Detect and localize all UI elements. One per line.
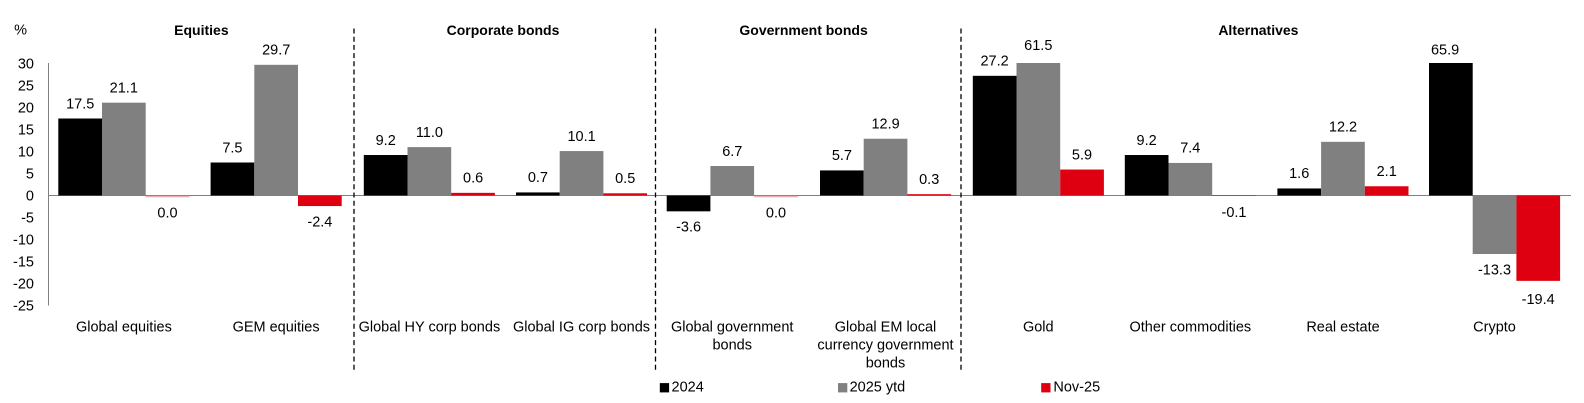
svg-text:Nov-25: Nov-25 [1053,380,1100,396]
svg-text:5: 5 [26,167,34,183]
svg-text:12.9: 12.9 [871,117,899,133]
svg-text:Other commodities: Other commodities [1129,320,1251,336]
svg-text:Corporate bonds: Corporate bonds [447,22,560,38]
svg-text:0.5: 0.5 [615,171,635,187]
svg-text:6.7: 6.7 [722,144,742,160]
svg-text:GEM equities: GEM equities [233,320,320,336]
svg-text:currency government: currency government [817,338,953,354]
svg-text:Global HY corp bonds: Global HY corp bonds [359,320,501,336]
svg-text:10.1: 10.1 [567,129,595,145]
svg-text:Real estate: Real estate [1306,320,1379,336]
svg-text:21.1: 21.1 [110,80,138,96]
svg-text:10: 10 [18,145,34,161]
svg-text:Gold: Gold [1023,320,1054,336]
svg-text:30: 30 [18,57,34,73]
svg-text:Equities: Equities [174,22,229,38]
svg-text:-0.1: -0.1 [1222,205,1247,221]
svg-text:9.2: 9.2 [1137,133,1157,149]
svg-text:-3.6: -3.6 [676,220,701,236]
svg-text:Global IG corp bonds: Global IG corp bonds [513,320,650,336]
svg-text:29.7: 29.7 [262,43,290,59]
svg-text:2.1: 2.1 [1377,164,1397,180]
svg-text:-2.4: -2.4 [307,214,332,230]
svg-text:2024: 2024 [672,380,704,396]
svg-text:0: 0 [26,189,34,205]
svg-text:27.2: 27.2 [980,54,1008,70]
svg-text:Alternatives: Alternatives [1218,22,1298,38]
svg-text:Government bonds: Government bonds [739,22,868,38]
svg-text:65.9: 65.9 [1431,42,1459,58]
svg-text:-5: -5 [21,211,34,227]
svg-text:bonds: bonds [712,338,752,354]
svg-text:20: 20 [18,101,34,117]
svg-text:0.0: 0.0 [157,206,177,222]
svg-text:Global EM local: Global EM local [835,320,937,336]
svg-text:12.2: 12.2 [1329,120,1357,136]
svg-text:0.6: 0.6 [463,171,483,187]
svg-text:bonds: bonds [866,355,906,371]
svg-text:2025 ytd: 2025 ytd [850,380,906,396]
svg-text:9.2: 9.2 [376,133,396,149]
svg-text:5.9: 5.9 [1072,147,1092,163]
svg-text:11.0: 11.0 [416,125,443,141]
svg-text:0.0: 0.0 [766,206,786,222]
svg-text:-15: -15 [13,255,34,271]
svg-text:0.3: 0.3 [919,172,939,188]
svg-text:7.4: 7.4 [1180,141,1200,157]
svg-text:15: 15 [18,123,34,139]
svg-text:-20: -20 [13,277,34,293]
svg-text:1.6: 1.6 [1289,166,1309,182]
svg-text:Global government: Global government [671,320,794,336]
svg-text:17.5: 17.5 [66,96,94,112]
svg-text:-10: -10 [13,233,34,249]
svg-text:-25: -25 [13,299,34,315]
svg-text:Crypto: Crypto [1473,320,1516,336]
svg-text:Global equities: Global equities [76,320,172,336]
svg-text:%: % [14,23,27,39]
svg-text:61.5: 61.5 [1024,38,1052,54]
svg-text:7.5: 7.5 [222,140,242,156]
svg-text:25: 25 [18,79,34,95]
svg-text:5.7: 5.7 [832,148,852,164]
svg-text:-13.3: -13.3 [1478,262,1511,278]
svg-text:-19.4: -19.4 [1522,292,1555,308]
svg-text:0.7: 0.7 [528,170,548,186]
